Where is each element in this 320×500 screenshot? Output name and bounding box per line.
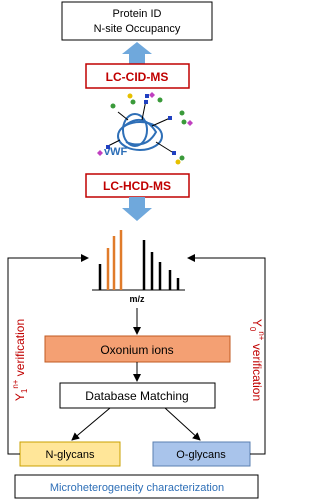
diagram: Protein ID N-site Occupancy LC-CID-MS vW… — [7, 1, 266, 499]
label-part: Y — [13, 393, 27, 401]
database-label: Database Matching — [85, 389, 188, 403]
bottom-box — [14, 474, 259, 499]
up-arrow — [122, 42, 152, 64]
hcd-label: LC-HCD-MS — [103, 179, 171, 193]
n-glycans-box — [19, 441, 121, 467]
top-box-line2: N-site Occupancy — [94, 23, 181, 35]
label-part: n+ — [11, 379, 20, 388]
label-part: verification — [250, 340, 264, 401]
cid-label: LC-CID-MS — [106, 70, 169, 84]
o-glycans-label: O-glycans — [176, 449, 226, 461]
cid-box — [85, 63, 190, 89]
top-box-line1: Protein ID — [113, 8, 162, 20]
protein-label: vWF — [104, 146, 128, 158]
o-glycans-box — [152, 441, 251, 467]
label-part: Y — [250, 319, 264, 327]
label-part: 1 — [20, 388, 29, 393]
spectrum-illustration — [92, 230, 185, 291]
label-part: verification — [13, 319, 27, 380]
bottom-label: Microheterogeneity characterization — [50, 482, 224, 494]
right-loop — [187, 254, 266, 455]
oxonium-label: Oxonium ions — [100, 343, 173, 357]
left-label: Y1n+ verification — [11, 319, 29, 401]
right-label: Y0n+ verification — [248, 319, 266, 401]
left-loop — [7, 254, 89, 455]
top-box — [61, 1, 213, 41]
spectrum-axis-label: m/z — [129, 294, 145, 304]
arrow — [71, 407, 111, 441]
down-arrow — [122, 197, 152, 221]
protein-illustration — [97, 92, 193, 165]
n-glycans-label: N-glycans — [46, 449, 95, 461]
label-part: n+ — [257, 331, 266, 340]
database-box — [59, 382, 216, 409]
label-part: 0 — [248, 327, 257, 332]
arrow — [164, 407, 201, 441]
